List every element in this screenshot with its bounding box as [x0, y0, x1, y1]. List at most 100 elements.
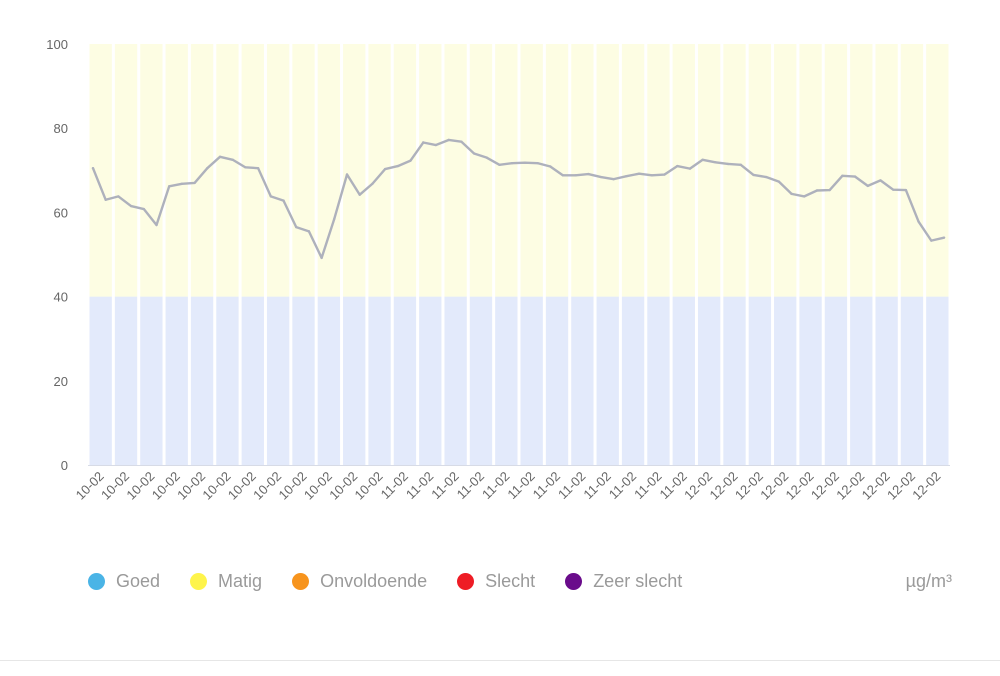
- data-point: [752, 173, 755, 177]
- background-band: [926, 296, 949, 465]
- background-band: [571, 44, 594, 297]
- legend-swatch-goed: [88, 572, 105, 590]
- data-point: [422, 141, 425, 144]
- data-point: [764, 175, 768, 179]
- data-point: [447, 138, 450, 142]
- data-point: [282, 199, 285, 202]
- legend-swatch-slecht: [457, 572, 475, 590]
- data-point: [295, 225, 298, 229]
- x-tick-label: 10-02: [250, 469, 284, 503]
- data-point: [485, 156, 488, 159]
- data-point: [828, 188, 831, 192]
- background-band: [89, 44, 112, 297]
- x-tick-label: 10-02: [301, 469, 335, 503]
- legend-label: Zeer slecht: [593, 570, 683, 591]
- x-tick-label: 10-02: [276, 469, 310, 503]
- data-point: [409, 159, 412, 162]
- data-point: [231, 158, 234, 161]
- data-point: [726, 162, 730, 166]
- data-point: [942, 236, 946, 239]
- data-point: [498, 163, 501, 167]
- y-tick-label: 60: [54, 205, 68, 220]
- data-point: [676, 164, 679, 168]
- background-band: [900, 44, 924, 297]
- data-point: [841, 174, 844, 177]
- y-tick-label: 100: [46, 37, 68, 52]
- data-point: [561, 174, 565, 177]
- background-band: [900, 296, 924, 465]
- background-band: [723, 44, 746, 297]
- data-point: [853, 175, 857, 178]
- data-point: [917, 220, 920, 223]
- background-band: [824, 44, 848, 297]
- data-point: [574, 174, 577, 177]
- background-band: [444, 44, 467, 297]
- background-band: [266, 44, 290, 297]
- legend-item-onvoldoende[interactable]: Onvoldoende: [292, 571, 427, 592]
- x-axis: 10-0210-0210-0210-0210-0210-0210-0210-02…: [73, 469, 944, 503]
- data-point: [168, 185, 171, 188]
- legend-item-goed[interactable]: Goed: [88, 571, 160, 592]
- data-point: [155, 223, 158, 227]
- legend-label: Slecht: [485, 570, 536, 591]
- background-band: [520, 296, 543, 465]
- data-point: [104, 198, 107, 201]
- data-point: [536, 161, 539, 165]
- background-band: [748, 44, 772, 297]
- background-band: [419, 296, 442, 465]
- legend-item-slecht[interactable]: Slecht: [457, 571, 535, 592]
- x-tick-label: 11-02: [378, 469, 411, 502]
- data-point: [904, 188, 908, 192]
- y-tick-label: 80: [54, 121, 68, 136]
- data-point: [129, 204, 133, 208]
- divider: [0, 660, 1000, 661]
- background-band: [165, 296, 188, 465]
- data-point: [307, 230, 311, 233]
- x-tick-label: 12-02: [681, 469, 715, 503]
- x-tick-label: 12-02: [783, 469, 817, 503]
- data-point: [688, 167, 692, 170]
- background-band: [647, 296, 670, 465]
- x-tick-label: 12-02: [859, 469, 893, 503]
- x-tick-label: 10-02: [98, 469, 132, 503]
- data-point: [549, 165, 552, 168]
- unit-label: µg/m³: [905, 570, 952, 591]
- legend-label: Matig: [218, 570, 263, 591]
- x-tick-label: 10-02: [149, 469, 183, 503]
- background-band: [241, 296, 264, 465]
- x-tick-label: 11-02: [504, 469, 537, 502]
- data-point: [815, 189, 819, 192]
- data-point: [803, 195, 806, 198]
- background-band: [469, 296, 493, 465]
- background-band: [697, 44, 721, 297]
- background-band: [368, 44, 391, 297]
- data-point: [180, 182, 184, 185]
- background-band: [520, 44, 543, 297]
- data-point: [383, 167, 387, 171]
- data-point: [269, 195, 273, 198]
- background-band: [495, 296, 518, 465]
- data-point: [777, 180, 781, 183]
- background-band: [190, 44, 214, 297]
- background-band: [292, 296, 315, 465]
- x-tick-label: 12-02: [808, 469, 842, 503]
- background-band: [165, 44, 188, 297]
- x-tick-label: 12-02: [833, 469, 867, 503]
- legend-item-matig[interactable]: Matig: [190, 571, 262, 592]
- legend-item-zeer-slecht[interactable]: Zeer slecht: [565, 571, 682, 592]
- background-band: [343, 296, 366, 465]
- x-tick-label: 11-02: [530, 469, 563, 502]
- data-point: [460, 140, 463, 143]
- background-band: [672, 296, 695, 465]
- background-band: [89, 296, 112, 465]
- series-line: [91, 138, 946, 260]
- background-band: [596, 44, 619, 297]
- x-tick-label: 10-02: [199, 469, 233, 503]
- legend-label: Goed: [116, 570, 161, 591]
- data-point: [663, 173, 666, 176]
- background-band: [545, 296, 569, 465]
- x-tick-label: 11-02: [479, 469, 512, 502]
- background-band: [875, 296, 898, 465]
- y-tick-label: 40: [54, 290, 68, 305]
- data-point: [739, 163, 742, 167]
